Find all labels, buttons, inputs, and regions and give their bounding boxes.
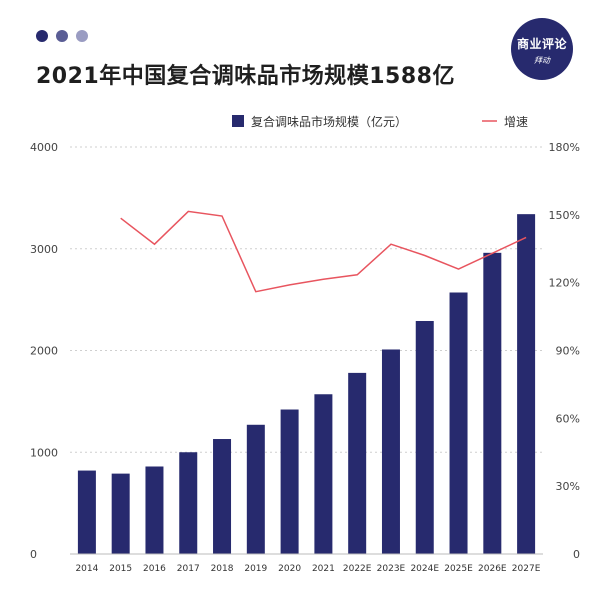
bar [381,349,400,554]
grid-lines [70,146,543,555]
x-tick-label: 2014 [75,564,98,574]
bar [314,394,333,554]
y-axis-right: 0 30% 60% 90% 120% 150% 180% [549,141,580,561]
x-tick-label: 2027E [512,564,541,574]
logo-text-sub: 拜动 [534,56,550,65]
legend-line-label: 增速 [504,115,528,129]
window-dots [36,30,88,42]
bar [483,252,502,554]
dot-2 [56,30,68,42]
bar [77,470,96,554]
x-axis: 2014 2015 2016 2017 2018 2019 2020 2021 2022E 202… [70,553,543,574]
bar [348,372,367,554]
y-left-tick-label: 1000 [30,446,58,459]
bar [449,292,468,554]
x-tick-label: 2020 [278,564,301,574]
x-tick-label: 2024E [410,564,439,574]
bar [145,466,164,554]
y-right-tick-label: 0 [573,548,580,561]
y-left-tick-label: 4000 [30,141,58,154]
chart-title: 2021年中国复合调味品市场规模1588亿 [36,64,455,89]
y-right-tick-label: 90% [556,345,580,358]
x-tick-label: 2016 [143,564,166,574]
bar [111,473,130,554]
dot-3 [76,30,88,42]
bar [517,214,536,554]
bar [246,424,265,554]
x-tick-label: 2026E [478,564,507,574]
brand-logo: 商业评论 拜动 [511,18,573,80]
legend-bar-swatch [232,115,244,127]
x-tick-label: 2018 [211,564,234,574]
x-tick-label: 2021 [312,564,335,574]
y-right-tick-label: 120% [549,277,580,290]
dot-1 [36,30,48,42]
x-tick-label: 2023E [377,564,406,574]
chart-legend: 复合调味品市场规模（亿元） 增速 [232,114,528,129]
y-right-tick-label: 30% [556,480,580,493]
bar [179,452,198,554]
y-left-tick-label: 2000 [30,345,58,358]
x-tick-label: 2015 [109,564,132,574]
y-right-tick-label: 150% [549,209,580,222]
legend-bar-label: 复合调味品市场规模（亿元） [251,114,407,129]
growth-line [120,210,527,293]
y-left-tick-label: 0 [30,548,37,561]
x-tick-label: 2019 [244,564,267,574]
y-axis-left: 0 1000 2000 3000 4000 [30,141,58,561]
bar [280,409,299,554]
bar-series [77,214,536,554]
x-tick-label: 2017 [177,564,200,574]
x-tick-label: 2025E [444,564,473,574]
y-left-tick-label: 3000 [30,243,58,256]
logo-text-main: 商业评论 [516,37,567,51]
x-tick-label: 2022E [343,564,372,574]
bar [213,439,232,554]
line-series [120,210,527,293]
y-right-tick-label: 60% [556,412,580,425]
bar [415,320,434,554]
y-right-tick-label: 180% [549,141,580,154]
